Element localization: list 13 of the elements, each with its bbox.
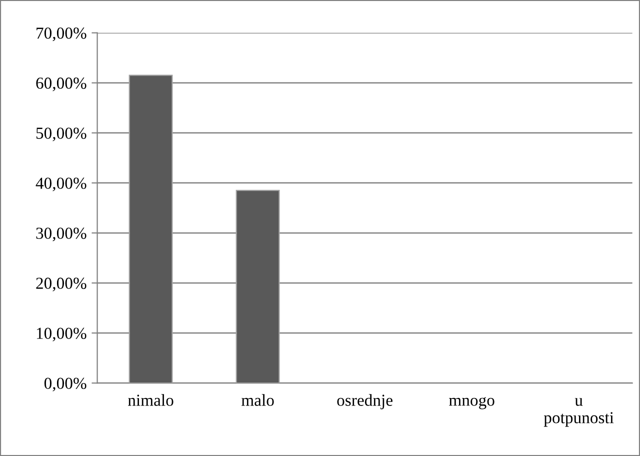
x-tick-label: mnogo <box>449 397 494 410</box>
y-tick-label: 40,00% <box>36 178 86 192</box>
y-tick-label: 20,00% <box>36 278 86 292</box>
x-tick-label: malo <box>241 394 274 406</box>
y-tick-label: 50,00% <box>36 128 86 142</box>
y-tick-label: 0,00% <box>44 378 86 392</box>
y-tick-label: 60,00% <box>36 78 86 92</box>
y-tick-label: 30,00% <box>36 228 86 242</box>
x-tick-label: u potpunosti <box>544 398 614 427</box>
y-tick-label: 70,00% <box>36 28 86 42</box>
x-tick-label: osrednje <box>337 394 392 410</box>
y-tick-label: 10,00% <box>36 328 86 342</box>
x-tick-label: nimalo <box>128 394 174 406</box>
